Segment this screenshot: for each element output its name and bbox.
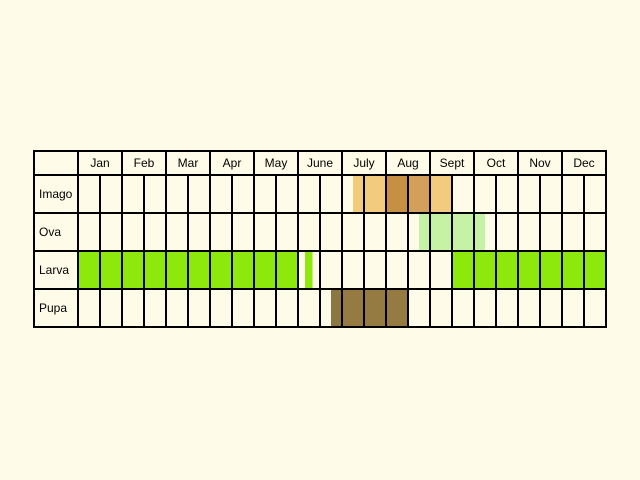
month-label-mar: Mar xyxy=(178,156,199,170)
grid-layer xyxy=(33,150,607,328)
month-label-sept: Sept xyxy=(440,156,465,170)
month-label-dec: Dec xyxy=(573,156,594,170)
month-label-nov: Nov xyxy=(529,156,550,170)
imago-segment-3 xyxy=(408,175,430,213)
pupa-segment-1 xyxy=(331,289,342,327)
imago-segment-4 xyxy=(430,175,452,213)
labels-layer: Jan Feb Mar Apr May June July Aug Sept Oct Nov Dec I… xyxy=(39,156,595,315)
month-label-may: May xyxy=(265,156,288,170)
pupa-segment-2 xyxy=(342,289,408,327)
row-label-ova: Ova xyxy=(39,225,61,239)
month-label-july: July xyxy=(353,156,374,170)
month-label-oct: Oct xyxy=(487,156,506,170)
imago-segment-2 xyxy=(386,175,408,213)
row-label-imago: Imago xyxy=(39,187,73,201)
imago-segment-1 xyxy=(353,175,386,213)
month-label-jan: Jan xyxy=(90,156,109,170)
month-label-aug: Aug xyxy=(397,156,418,170)
month-label-apr: Apr xyxy=(223,156,242,170)
row-label-larva: Larva xyxy=(39,263,69,277)
larva-segment-2 xyxy=(305,251,313,289)
row-label-pupa: Pupa xyxy=(39,301,67,315)
month-label-june: June xyxy=(307,156,333,170)
month-label-feb: Feb xyxy=(134,156,155,170)
larva-segment-3 xyxy=(452,251,606,289)
